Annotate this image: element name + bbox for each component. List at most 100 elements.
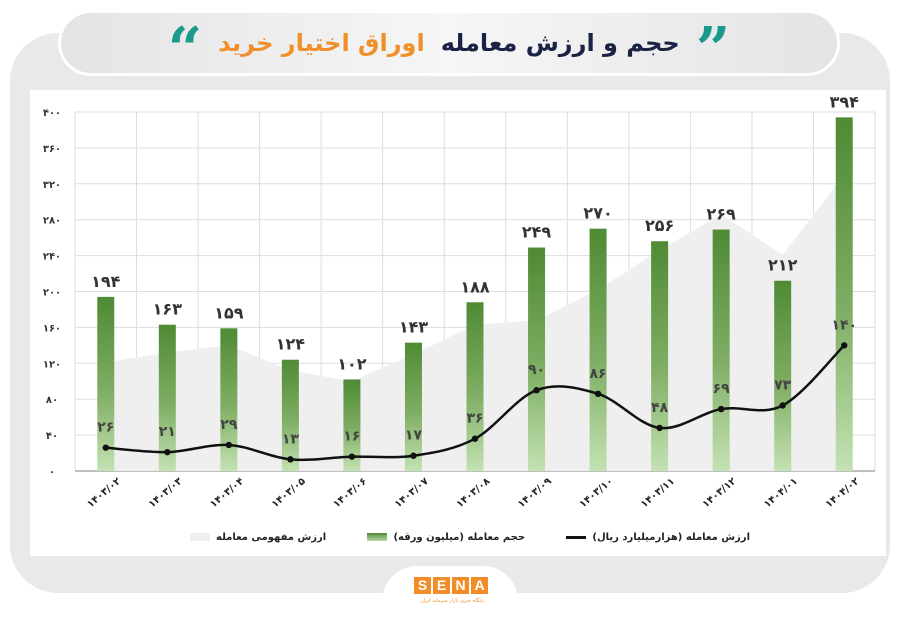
legend-item-area: ارزش مفهومی معامله: [190, 532, 326, 543]
x-tick-label: ۱۴۰۴/۰۱: [762, 476, 800, 510]
y-tick-label: ۲۴۰: [43, 252, 61, 263]
logo-letter: S: [414, 577, 431, 594]
logo-subtitle: پایگاه خبری بازار سرمایه ایران: [420, 598, 484, 604]
line-value-label: ۷۳: [774, 377, 792, 393]
line-point: [410, 452, 417, 459]
volume-bar: [158, 324, 176, 471]
line-value-label: ۱۳: [282, 431, 300, 447]
line-point: [656, 424, 663, 432]
legend-bar-label: حجم معامله (میلیون ورقه): [393, 531, 526, 543]
legend: ارزش معامله (هزارمیلیارد ریال) حجم معامل…: [190, 528, 750, 546]
line-point: [164, 448, 171, 456]
volume-bar: [528, 247, 546, 471]
x-tick-label: ۱۴۰۳/۰۸: [454, 476, 492, 510]
line-swatch-icon: [566, 535, 587, 539]
x-tick-label: ۱۴۰۳/۱۲: [701, 476, 739, 510]
bar-value-label: ۱۸۸: [460, 277, 490, 296]
volume-bar: [466, 302, 484, 471]
line-value-label: ۶۹: [713, 381, 731, 397]
bar-value-label: ۱۶۳: [153, 300, 183, 319]
volume-bar: [651, 241, 669, 471]
bar-value-label: ۲۵۶: [645, 216, 674, 235]
x-axis: ۱۴۰۳/۰۲ ۱۴۰۳/۰۳ ۱۴۰۳/۰۴ ۱۴۰۳/۰۵ ۱۴۰۳/۰۶ ۱۴۰۳/…: [85, 476, 861, 510]
legend-item-line: ارزش معامله (هزارمیلیارد ریال): [566, 532, 750, 543]
line-value-label: ۹۰: [528, 362, 545, 378]
x-tick-label: ۱۴۰۳/۰۷: [393, 476, 431, 510]
logo-letter: E: [433, 577, 450, 594]
x-tick-label: ۱۴۰۳/۱۰: [578, 476, 616, 510]
volume-bar: [589, 228, 607, 471]
logo-letter: N: [452, 577, 469, 594]
y-axis: ۰ ۴۰ ۸۰ ۱۲۰ ۱۶۰ ۲۰۰ ۲۴۰ ۲۸۰ ۳۲۰ ۳۶۰ ۴۰۰: [43, 108, 61, 478]
line-value-label: ۲۹: [220, 417, 238, 433]
volume-bar: [220, 328, 238, 471]
line-point: [594, 390, 602, 398]
y-tick-label: ۴۰۰: [43, 108, 61, 119]
bar-value-label: ۲۷۰: [583, 204, 612, 223]
line-value-label: ۲۱: [159, 424, 176, 440]
sena-logo: S E N A: [414, 577, 488, 594]
area-swatch-icon: [190, 533, 210, 541]
bar-value-label: ۱۵۹: [214, 303, 244, 322]
y-tick-label: ۱۶۰: [43, 323, 61, 334]
y-tick-label: ۳۲۰: [43, 180, 61, 191]
volume-bar: [404, 342, 422, 471]
bar-value-label: ۳۹۴: [830, 92, 860, 111]
volume-bars: ۱۹۴ ۱۶۳ ۱۵۹ ۱۲۴ ۱۰۲ ۱۴۳ ۱۸۸ ۲۴۹ ۲۷۰ ۲۵۶ ۲۶۹ ۲۱۲ ۳۹۴: [91, 92, 859, 471]
y-tick-label: ۲۰۰: [43, 288, 61, 299]
volume-bar: [343, 379, 361, 471]
line-value-label: ۱۴۰: [831, 317, 857, 333]
y-tick-label: ۲۸۰: [43, 216, 61, 227]
line-point: [471, 435, 479, 442]
chart-title-accent: اوراق اختیار خرید: [218, 29, 425, 57]
volume-bar: [835, 117, 853, 471]
line-point: [225, 441, 233, 449]
logo-letter: A: [471, 577, 488, 594]
volume-bar: [712, 229, 730, 471]
y-tick-label: ۳۶۰: [43, 144, 61, 155]
line-point: [779, 402, 786, 409]
line-point: [841, 342, 848, 349]
bar-value-label: ۱۹۴: [91, 272, 121, 291]
x-tick-label: ۱۴۰۳/۱۱: [639, 476, 677, 510]
y-tick-label: ۴۰: [46, 431, 58, 442]
bar-value-label: ۲۱۲: [768, 256, 798, 275]
x-tick-label: ۱۴۰۳/۰۵: [270, 476, 308, 510]
line-point: [348, 453, 356, 460]
bar-value-label: ۲۶۹: [707, 205, 737, 224]
x-tick-label: ۱۴۰۳/۰۴: [208, 476, 246, 510]
y-tick-label: ۱۲۰: [43, 359, 61, 370]
volume-bar: [97, 296, 115, 471]
legend-line-label: ارزش معامله (هزارمیلیارد ریال): [592, 531, 750, 543]
line-point: [717, 405, 725, 413]
line-value-label: ۲۶: [97, 420, 114, 436]
bar-value-label: ۱۲۴: [276, 335, 306, 354]
volume-bar: [774, 280, 792, 471]
volume-bar: [281, 359, 299, 471]
bar-value-label: ۲۴۹: [522, 223, 552, 242]
bar-swatch-icon: [367, 533, 388, 541]
legend-area-label: ارزش مفهومی معامله: [216, 531, 327, 543]
y-tick-label: ۸۰: [46, 395, 58, 406]
bar-value-label: ۱۰۲: [337, 354, 367, 373]
title-banner: ” حجم و ارزش معامله اوراق اختیار خرید “: [58, 10, 840, 80]
line-value-label: ۸۶: [590, 366, 607, 382]
x-tick-label: ۱۴۰۴/۰۲: [824, 476, 862, 510]
line-value-label: ۳۶: [466, 411, 483, 427]
x-tick-label: ۱۴۰۳/۰۹: [516, 476, 554, 510]
value-line: ۲۶ ۲۱ ۲۹ ۱۳ ۱۶ ۱۷ ۳۶ ۹۰ ۸۶ ۴۸ ۶۹ ۷۳ ۱۴۰: [97, 317, 857, 463]
legend-item-bar: حجم معامله (میلیون ورقه): [367, 532, 525, 543]
x-tick-label: ۱۴۰۳/۰۶: [331, 476, 369, 510]
chart-title-main: حجم و ارزش معامله: [440, 29, 680, 57]
x-tick-label: ۱۴۰۳/۰۳: [147, 476, 185, 510]
x-tick-label: ۱۴۰۳/۰۲: [85, 476, 123, 510]
line-value-label: ۱۷: [405, 428, 423, 444]
line-point: [287, 456, 294, 463]
y-tick-label: ۰: [49, 467, 55, 478]
bar-value-label: ۱۴۳: [399, 318, 429, 337]
line-point: [533, 387, 540, 394]
line-value-label: ۱۶: [343, 429, 360, 445]
line-point: [102, 444, 109, 451]
line-value-label: ۴۸: [651, 400, 669, 416]
